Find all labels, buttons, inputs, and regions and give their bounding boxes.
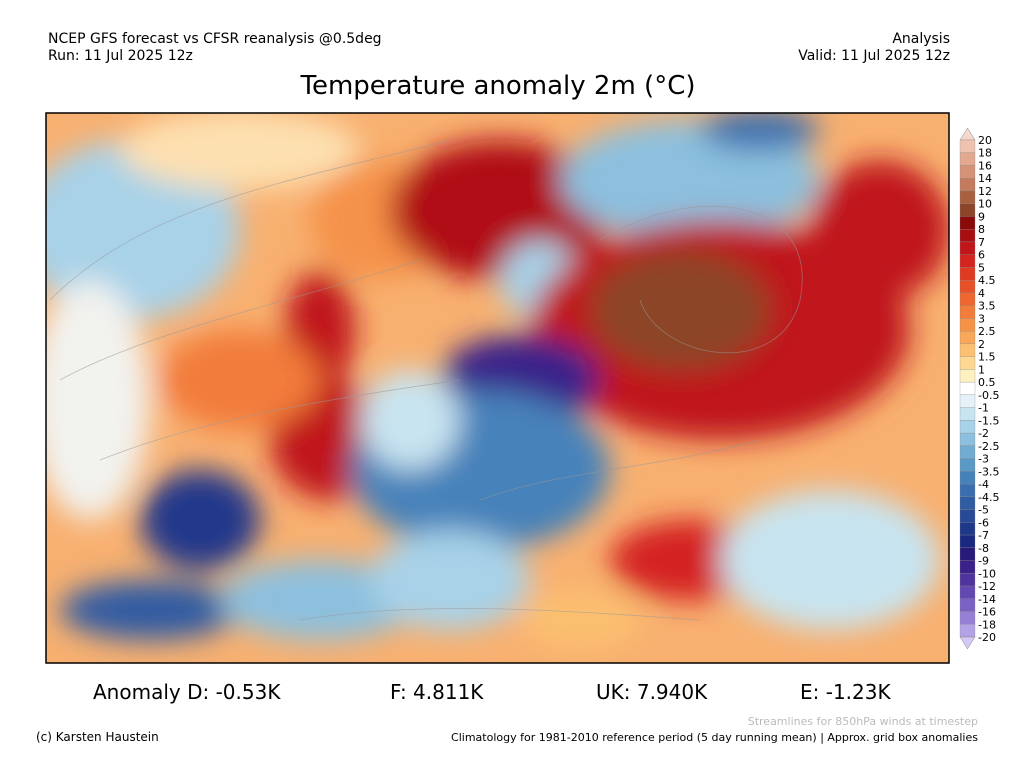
colorbar-cell <box>959 152 976 166</box>
colorbar-label: 2.5 <box>978 325 996 338</box>
colorbar-cell <box>959 560 976 574</box>
colorbar-cell <box>959 432 976 446</box>
colorbar-label: 8 <box>978 223 985 236</box>
colorbar-label: -2 <box>978 427 989 440</box>
colorbar-cell <box>959 534 976 548</box>
colorbar: 201816141210987654.543.532.521.510.5-0.5… <box>959 127 999 650</box>
colorbar-label: -18 <box>978 618 996 631</box>
climatology-note: Climatology for 1981-2010 reference peri… <box>451 731 978 744</box>
colorbar-cell <box>959 203 976 217</box>
colorbar-label: 1.5 <box>978 351 996 364</box>
anomaly-field <box>46 113 949 663</box>
colorbar-cell <box>959 471 976 485</box>
colorbar-label: 3.5 <box>978 300 996 313</box>
colorbar-label: -12 <box>978 580 996 593</box>
colorbar-cell <box>959 624 976 638</box>
colorbar-label: 18 <box>978 147 992 160</box>
colorbar-cell <box>959 318 976 332</box>
colorbar-cell <box>959 483 976 497</box>
colorbar-label: -16 <box>978 606 996 619</box>
colorbar-label: 14 <box>978 172 992 185</box>
colorbar-label: 16 <box>978 159 992 172</box>
colorbar-cell <box>959 178 976 192</box>
colorbar-cell <box>959 331 976 345</box>
run-info: Run: 11 Jul 2025 12z <box>48 48 193 64</box>
colorbar-cell <box>959 356 976 370</box>
colorbar-label: -3.5 <box>978 465 999 478</box>
colorbar-cell <box>959 573 976 587</box>
colorbar-label: 2 <box>978 338 985 351</box>
colorbar-cell <box>959 407 976 421</box>
colorbar-cell <box>959 522 976 536</box>
colorbar-cap <box>959 127 976 141</box>
colorbar-cell <box>959 216 976 230</box>
colorbar-cell <box>959 369 976 383</box>
colorbar-cell <box>959 445 976 459</box>
colorbar-label: -7 <box>978 529 989 542</box>
colorbar-label: 12 <box>978 185 992 198</box>
colorbar-label: -4 <box>978 478 989 491</box>
colorbar-label: 3 <box>978 312 985 325</box>
colorbar-cap <box>959 636 976 650</box>
analysis-label: Analysis <box>892 31 950 47</box>
colorbar-label: 7 <box>978 236 985 249</box>
stat-europe: E: -1.23K <box>800 680 891 704</box>
colorbar-cell <box>959 343 976 357</box>
colorbar-label: -4.5 <box>978 491 999 504</box>
colorbar-label: -0.5 <box>978 389 999 402</box>
map-frame <box>45 112 950 664</box>
colorbar-label: -2.5 <box>978 440 999 453</box>
colorbar-label: -20 <box>978 631 996 644</box>
colorbar-label: 20 <box>978 134 992 147</box>
colorbar-cell <box>959 547 976 561</box>
colorbar-cell <box>959 229 976 243</box>
colorbar-cell <box>959 509 976 523</box>
colorbar-label: 6 <box>978 249 985 262</box>
colorbar-label: 5 <box>978 261 985 274</box>
colorbar-cell <box>959 585 976 599</box>
colorbar-cell <box>959 139 976 153</box>
colorbar-label: -8 <box>978 542 989 555</box>
colorbar-label: 4 <box>978 287 985 300</box>
colorbar-cell <box>959 267 976 281</box>
colorbar-cell <box>959 254 976 268</box>
map-title: Temperature anomaly 2m (°C) <box>300 71 696 101</box>
colorbar-cell <box>959 292 976 306</box>
colorbar-label: 10 <box>978 198 992 211</box>
stat-france: F: 4.811K <box>390 680 484 704</box>
model-info: NCEP GFS forecast vs CFSR reanalysis @0.… <box>48 31 382 47</box>
valid-info: Valid: 11 Jul 2025 12z <box>798 48 950 64</box>
colorbar-cell <box>959 394 976 408</box>
colorbar-cell <box>959 496 976 510</box>
colorbar-label: 4.5 <box>978 274 996 287</box>
colorbar-cell <box>959 280 976 294</box>
colorbar-cell <box>959 598 976 612</box>
colorbar-label: -10 <box>978 567 996 580</box>
colorbar-label: -6 <box>978 516 989 529</box>
colorbar-label: 1 <box>978 363 985 376</box>
colorbar-label: 9 <box>978 210 985 223</box>
colorbar-cell <box>959 241 976 255</box>
colorbar-cell <box>959 190 976 204</box>
colorbar-label: -3 <box>978 453 989 466</box>
colorbar-cell <box>959 381 976 396</box>
colorbar-label: -5 <box>978 504 989 517</box>
colorbar-cell <box>959 165 976 179</box>
streamline-note: Streamlines for 850hPa winds at timestep <box>747 715 978 728</box>
colorbar-label: -14 <box>978 593 996 606</box>
colorbar-label: -1.5 <box>978 414 999 427</box>
colorbar-cell <box>959 305 976 319</box>
credit: (c) Karsten Haustein <box>36 730 159 744</box>
stat-domain: Anomaly D: -0.53K <box>93 680 281 704</box>
colorbar-label: 0.5 <box>978 376 996 389</box>
colorbar-cell <box>959 611 976 625</box>
colorbar-cell <box>959 458 976 472</box>
colorbar-label: -9 <box>978 555 989 568</box>
stat-uk: UK: 7.940K <box>596 680 708 704</box>
colorbar-label: -1 <box>978 402 989 415</box>
colorbar-cell <box>959 420 976 434</box>
